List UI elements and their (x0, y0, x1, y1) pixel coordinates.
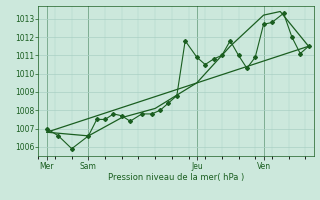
X-axis label: Pression niveau de la mer( hPa ): Pression niveau de la mer( hPa ) (108, 173, 244, 182)
